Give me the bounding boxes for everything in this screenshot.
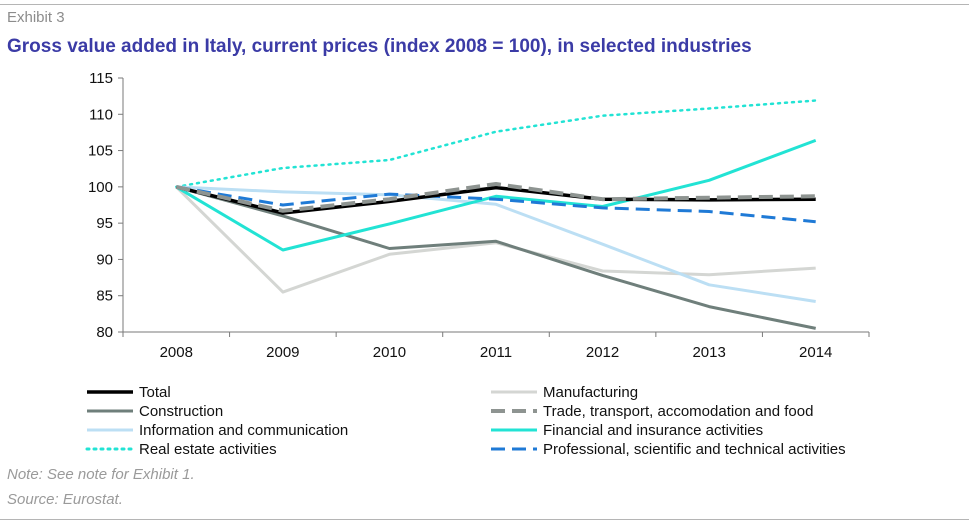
x-tick-label: 2013 xyxy=(692,344,725,361)
top-rule xyxy=(0,4,969,5)
legend-swatch xyxy=(87,390,133,394)
chart-title: Gross value added in Italy, current pric… xyxy=(7,36,752,57)
x-tick-label: 2009 xyxy=(266,344,299,361)
legend-label: Real estate activities xyxy=(139,440,277,458)
series-line-financial-and-insurance-activities xyxy=(175,138,817,252)
y-tick-label: 80 xyxy=(96,324,113,341)
legend-swatch xyxy=(491,428,537,432)
series-line-professional-scientific-and-technical-activities xyxy=(176,185,816,224)
y-tick-label: 90 xyxy=(96,251,113,268)
series-line-total xyxy=(175,185,816,215)
legend-swatch xyxy=(85,447,135,451)
source-text: Source: Eurostat. xyxy=(7,491,123,508)
legend-item-professional-scientific-and-technical-activities: Professional, scientific and technical a… xyxy=(489,440,846,458)
legend-label: Total xyxy=(139,383,171,401)
x-tick-label: 2012 xyxy=(586,344,619,361)
y-tick-label: 100 xyxy=(88,179,113,196)
legend-swatch xyxy=(491,447,537,451)
note-text: Note: See note for Exhibit 1. xyxy=(7,466,195,483)
legend-label: Professional, scientific and technical a… xyxy=(543,440,846,458)
legend-item-construction: Construction xyxy=(85,402,223,420)
bottom-rule xyxy=(0,519,969,520)
y-tick-label: 85 xyxy=(96,288,113,305)
legend-label: Financial and insurance activities xyxy=(543,421,764,439)
legend-label: Construction xyxy=(139,402,224,420)
legend-item-information-and-communication: Information and communication xyxy=(85,421,348,439)
legend-item-real-estate-activities: Real estate activities xyxy=(85,440,277,458)
legend-swatch xyxy=(87,428,133,432)
legend-item-trade-transport-accomodation-and-food: Trade, transport, accomodation and food xyxy=(489,402,813,420)
series-line-information-and-communication xyxy=(176,185,816,303)
legend-label: Trade, transport, accomodation and food xyxy=(543,402,814,420)
legend-swatch xyxy=(87,409,133,413)
series-line-trade-transport-accomodation-and-food xyxy=(175,182,816,213)
legend-item-manufacturing: Manufacturing xyxy=(489,383,638,401)
y-tick-label: 110 xyxy=(89,106,113,123)
chart-axes: 80 85 90 95 100 105 110 115 2008 2009 2010 2011 2012… xyxy=(88,70,870,361)
y-tick-label: 95 xyxy=(96,215,113,232)
legend: Total Manufacturing Construction Trade, tra… xyxy=(85,383,965,463)
y-tick-label: 105 xyxy=(88,143,113,160)
legend-label: Information and communication xyxy=(139,421,349,439)
legend-item-financial-and-insurance-activities: Financial and insurance activities xyxy=(489,421,763,439)
x-tick-label: 2010 xyxy=(373,344,406,361)
series-line-real-estate-activities xyxy=(175,99,817,189)
exhibit-label: Exhibit 3 xyxy=(7,9,65,26)
chart-series xyxy=(175,99,817,330)
line-chart: 80 85 90 95 100 105 110 115 2008 2009 2010 2011 2012… xyxy=(88,70,870,361)
legend-label: Manufacturing xyxy=(543,383,639,401)
series-line-construction xyxy=(175,185,817,330)
legend-swatch xyxy=(491,409,537,413)
legend-item-total: Total xyxy=(85,383,171,401)
x-tick-label: 2014 xyxy=(799,344,832,361)
legend-swatch xyxy=(491,390,537,394)
x-tick-label: 2011 xyxy=(480,344,512,361)
x-tick-label: 2008 xyxy=(160,344,193,361)
y-tick-label: 115 xyxy=(89,70,113,87)
